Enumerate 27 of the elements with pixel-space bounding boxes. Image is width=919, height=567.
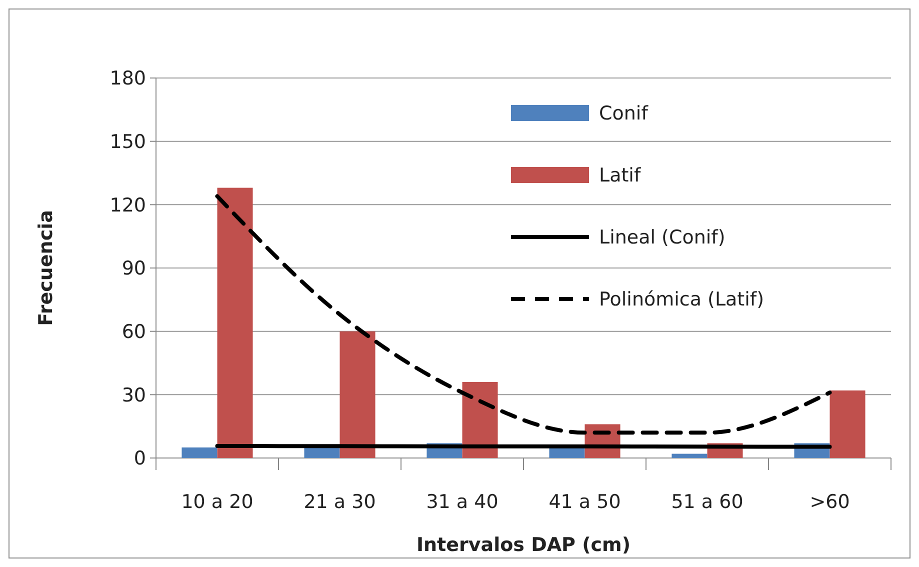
- y-tick-label: 0: [134, 448, 146, 470]
- bar: [217, 188, 253, 458]
- y-tick-label: 180: [110, 68, 146, 90]
- x-tick-label: >60: [810, 491, 850, 513]
- bar: [672, 454, 708, 458]
- bar: [182, 447, 218, 458]
- bar: [340, 331, 376, 458]
- y-tick-label: 60: [122, 320, 146, 343]
- line-series: [215, 194, 832, 435]
- x-tick-label: 51 a 60: [671, 491, 744, 513]
- legend-label: Latif: [599, 164, 642, 187]
- x-axis-title: Intervalos DAP (cm): [416, 534, 631, 556]
- bar: [462, 382, 498, 458]
- y-tick-label: 120: [110, 194, 146, 216]
- legend-label: Lineal (Conif): [599, 226, 726, 249]
- x-tick-label: 31 a 40: [426, 491, 498, 513]
- y-tick-label: 150: [110, 130, 146, 153]
- y-tick-label: 30: [122, 384, 146, 406]
- legend-label: Conif: [599, 102, 650, 125]
- y-tick-label: 90: [122, 258, 146, 280]
- x-tick-label: 21 a 30: [304, 491, 376, 513]
- legend-label: Polinómica (Latif): [599, 288, 764, 311]
- y-axis-title: Frecuencia: [35, 210, 57, 326]
- bar: [304, 447, 340, 458]
- bar: [830, 390, 866, 458]
- x-tick-label: 41 a 50: [548, 491, 621, 513]
- x-tick-label: 10 a 20: [181, 491, 254, 513]
